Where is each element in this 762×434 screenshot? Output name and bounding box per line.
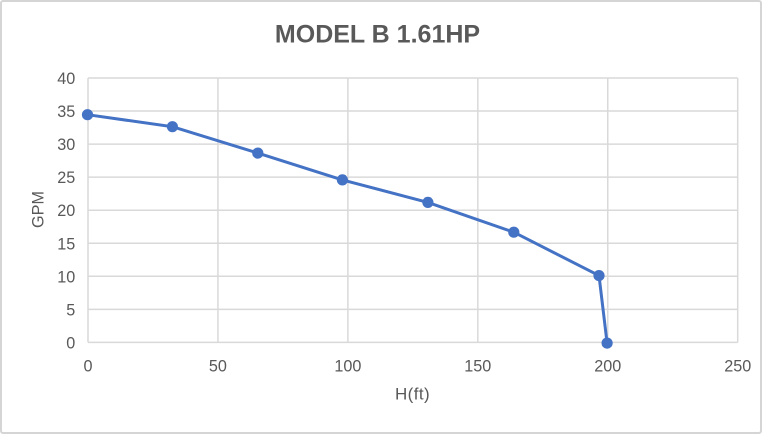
svg-text:0: 0 xyxy=(83,358,92,376)
svg-text:30: 30 xyxy=(57,136,75,154)
svg-text:40: 40 xyxy=(57,70,75,88)
svg-text:MODEL B 1.61HP: MODEL B 1.61HP xyxy=(275,21,480,49)
svg-text:200: 200 xyxy=(594,358,621,376)
svg-text:250: 250 xyxy=(724,358,751,376)
svg-text:15: 15 xyxy=(57,235,75,253)
svg-text:50: 50 xyxy=(209,358,227,376)
svg-text:10: 10 xyxy=(57,268,75,286)
svg-text:100: 100 xyxy=(334,358,361,376)
svg-text:5: 5 xyxy=(66,301,75,319)
svg-text:0: 0 xyxy=(66,334,75,352)
svg-text:20: 20 xyxy=(57,202,75,220)
svg-text:H(ft): H(ft) xyxy=(395,385,430,404)
svg-text:GPM: GPM xyxy=(29,191,47,228)
svg-text:150: 150 xyxy=(464,358,491,376)
svg-text:25: 25 xyxy=(57,169,75,187)
svg-text:35: 35 xyxy=(57,103,75,121)
